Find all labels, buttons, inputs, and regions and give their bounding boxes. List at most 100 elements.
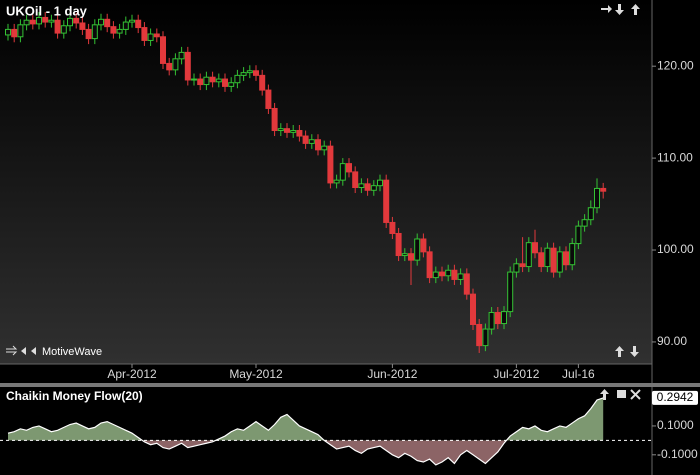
candle-body: [73, 17, 80, 24]
candle-body: [414, 238, 421, 261]
candle-body: [259, 74, 266, 91]
current-value-label: 0.2942: [657, 390, 694, 404]
candle-body: [160, 36, 166, 64]
candle-body: [172, 58, 179, 71]
candle-body: [333, 179, 340, 184]
y-tick-label: 110.00: [657, 150, 693, 164]
candle-body: [11, 28, 18, 38]
candle-body: [277, 128, 284, 132]
candle-body: [85, 28, 92, 40]
candle-body: [197, 78, 204, 86]
candle-body: [420, 238, 427, 253]
candle-body: [290, 130, 297, 133]
candle-body: [116, 28, 123, 34]
candle-body: [29, 19, 36, 25]
candle-body: [519, 263, 526, 268]
candle-body: [476, 323, 483, 347]
x-tick-label: Jul-16: [562, 367, 595, 381]
candle-body: [178, 51, 185, 60]
candle-body: [48, 19, 55, 23]
candle-body: [488, 312, 495, 330]
candle-body: [513, 263, 520, 273]
candle-body: [364, 183, 371, 191]
candle-body: [321, 145, 328, 151]
candle-body: [60, 25, 67, 34]
y-tick-label: -0.1000: [657, 447, 698, 461]
y-tick-label: 100.00: [657, 242, 694, 256]
candle-body: [184, 51, 191, 81]
candle-body: [17, 24, 24, 38]
candle-body: [389, 221, 396, 234]
candle-body: [594, 187, 600, 209]
candle-body: [432, 271, 439, 279]
candle-body: [284, 128, 290, 133]
price-axis-panel: [652, 0, 700, 385]
candle-body: [494, 312, 501, 325]
price-panel: [0, 0, 652, 364]
x-tick-label: Jun-2012: [367, 367, 417, 381]
candle-body: [147, 33, 154, 41]
candle-body: [408, 253, 414, 261]
candle-body: [439, 271, 445, 277]
x-tick-label: Apr-2012: [107, 367, 157, 381]
candle-body: [234, 74, 241, 84]
candle-body: [302, 135, 309, 144]
chart-title: UKOil - 1 day: [6, 3, 88, 18]
candle-body: [426, 251, 433, 279]
candle-body: [23, 19, 30, 26]
candle-body: [135, 19, 142, 29]
candle-body: [42, 16, 49, 23]
candle-body: [550, 247, 557, 273]
candle-body: [296, 130, 303, 137]
candle-body: [91, 24, 98, 40]
candle-body: [470, 293, 476, 325]
candle-body: [153, 33, 160, 38]
candle-body: [525, 242, 532, 268]
candle-body: [271, 107, 278, 132]
area-fill: [8, 397, 604, 465]
candle-body: [36, 16, 42, 25]
candle-body: [141, 27, 148, 41]
candle-body: [240, 72, 247, 76]
nav-icons[interactable]: [6, 4, 641, 400]
candle-body: [67, 17, 73, 27]
candle-body: [327, 145, 334, 184]
candle-body: [308, 139, 315, 144]
candle-body: [377, 179, 383, 187]
candle-body: [463, 273, 470, 295]
candle-body: [352, 171, 359, 189]
candle-body: [383, 179, 390, 223]
candle-body: [222, 78, 228, 87]
candle-body: [507, 271, 514, 313]
candle-body: [79, 22, 86, 30]
cmf-line: [7, 397, 604, 466]
candle-body: [104, 18, 111, 28]
candle-body: [538, 252, 545, 268]
y-tick-label: 90.00: [657, 334, 687, 348]
candle-body: [253, 70, 259, 76]
candle-body: [54, 19, 61, 34]
candle-body: [544, 247, 551, 268]
current-value-box: [652, 390, 698, 405]
panel-divider: [0, 383, 700, 387]
candle-body: [600, 187, 607, 192]
x-tick-label: Jul-2012: [493, 367, 539, 381]
candle-body: [5, 28, 11, 36]
candle-body: [501, 311, 507, 325]
candle-body: [122, 21, 129, 30]
candle-body: [215, 78, 222, 83]
candle-body: [358, 183, 365, 189]
candle-body: [98, 18, 104, 26]
candle-body: [110, 26, 117, 34]
y-tick-label: 0.1000: [657, 418, 694, 432]
candle-body: [482, 328, 489, 347]
candle-body: [581, 219, 588, 227]
candle-body: [209, 76, 216, 83]
candle-body: [532, 242, 538, 254]
indicator-title: Chaikin Money Flow(20): [6, 389, 143, 403]
candle-body: [265, 89, 272, 109]
y-tick-label: 120.00: [657, 58, 694, 72]
candle-body: [575, 225, 582, 245]
candle-body: [563, 251, 569, 266]
branding: MotiveWave: [42, 346, 102, 358]
